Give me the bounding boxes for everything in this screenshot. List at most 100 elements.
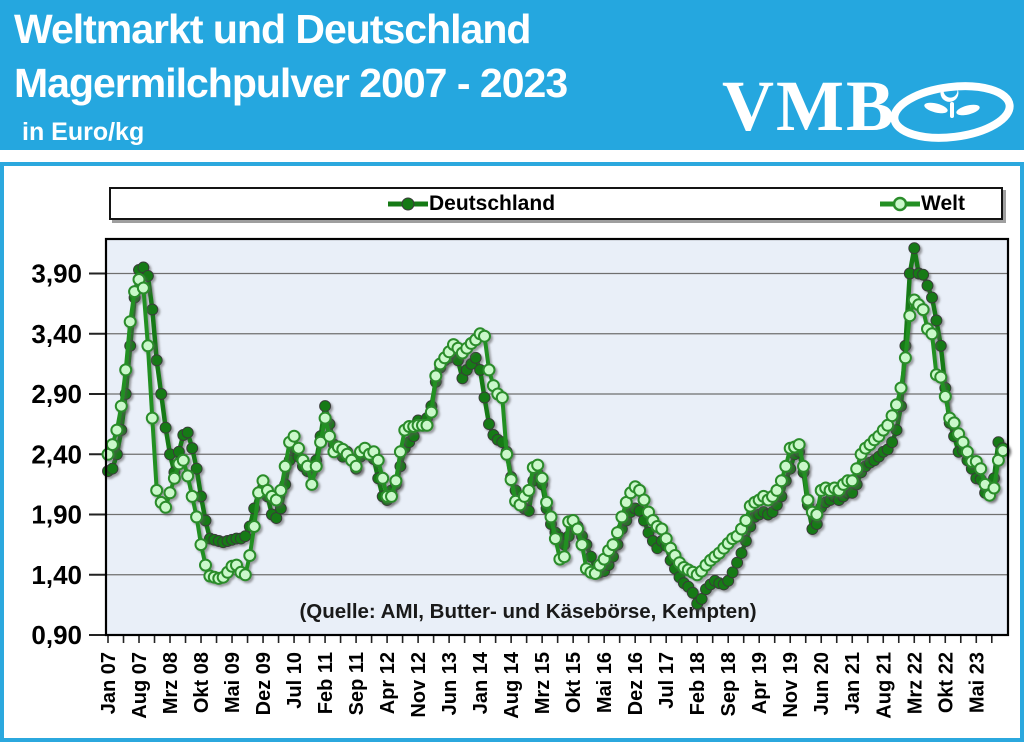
data-point xyxy=(110,423,124,437)
data-point xyxy=(371,453,385,467)
data-point xyxy=(429,369,443,383)
data-point xyxy=(136,281,150,295)
data-point xyxy=(917,268,930,281)
data-point xyxy=(695,592,708,605)
data-point xyxy=(278,459,292,473)
page-title-line2: Magermilchpulver 2007 - 2023 xyxy=(14,60,568,106)
data-point xyxy=(584,550,597,563)
data-point xyxy=(898,351,912,365)
data-point xyxy=(105,438,119,452)
x-axis-label: Jan 14 xyxy=(470,651,492,714)
data-point xyxy=(385,489,398,503)
data-point xyxy=(575,538,589,552)
data-point xyxy=(150,483,164,497)
legend-item-welt: Welt xyxy=(879,189,965,218)
data-point xyxy=(155,388,168,400)
x-axis-label: Mrz 15 xyxy=(532,652,554,714)
data-point xyxy=(930,314,943,327)
x-axis-label: Sep 11 xyxy=(346,652,368,715)
x-axis-label: Mrz 22 xyxy=(904,652,926,714)
data-point xyxy=(792,438,806,452)
x-axis-label: Aug 14 xyxy=(501,651,523,719)
y-axis-label: 1,90 xyxy=(31,500,82,530)
x-axis-label: Jan 21 xyxy=(842,652,864,714)
y-axis-label: 2,90 xyxy=(31,379,82,409)
page-title-line1: Weltmarkt und Deutschland xyxy=(14,6,531,52)
data-point xyxy=(885,409,899,423)
data-point xyxy=(987,481,1001,495)
data-point xyxy=(309,459,323,473)
data-point xyxy=(810,508,824,521)
legend-label-welt: Welt xyxy=(921,191,965,215)
data-point xyxy=(319,400,332,413)
data-point xyxy=(292,441,305,455)
data-point xyxy=(119,363,133,377)
data-point xyxy=(606,538,620,552)
data-point xyxy=(376,471,390,485)
x-axis-label: Dez 09 xyxy=(253,652,275,715)
data-point xyxy=(274,483,288,497)
x-axis-label: Dez 16 xyxy=(625,652,647,715)
data-point xyxy=(637,493,651,507)
y-axis-label: 0,90 xyxy=(31,620,82,650)
data-point xyxy=(921,279,934,292)
data-point xyxy=(903,309,917,323)
data-point xyxy=(150,354,163,367)
data-point xyxy=(934,370,948,384)
data-point xyxy=(557,550,571,564)
data-point xyxy=(123,315,137,329)
data-point xyxy=(947,416,961,430)
x-axis-label: Okt 08 xyxy=(191,652,213,713)
data-point xyxy=(540,495,554,509)
x-axis-label: Nov 19 xyxy=(780,652,802,718)
x-axis-label: Mrz 08 xyxy=(160,652,182,714)
chart-legend: Deutschland Welt xyxy=(109,187,1003,220)
data-point xyxy=(247,520,261,533)
data-point xyxy=(611,526,624,540)
y-axis-label: 2,40 xyxy=(31,439,82,469)
x-axis-label: Nov 12 xyxy=(408,652,430,718)
x-axis-label: Feb 18 xyxy=(687,652,709,715)
data-point xyxy=(318,411,332,425)
data-point xyxy=(926,291,938,304)
data-point xyxy=(323,429,336,443)
data-point xyxy=(389,474,403,488)
data-point xyxy=(305,477,319,491)
data-point xyxy=(483,418,495,431)
data-point xyxy=(163,486,177,500)
x-axis-label: Jun 13 xyxy=(439,652,461,715)
data-point xyxy=(774,474,788,488)
data-point xyxy=(194,538,208,552)
data-point xyxy=(199,558,212,572)
legend-label-deutschland: Deutschland xyxy=(429,191,556,215)
data-point xyxy=(482,363,496,377)
data-point xyxy=(176,453,190,467)
data-point xyxy=(190,510,204,524)
data-point xyxy=(779,459,793,473)
data-point xyxy=(535,471,549,485)
data-point xyxy=(114,399,128,413)
vmb-logo-text: VMB xyxy=(722,66,896,146)
data-point xyxy=(495,391,509,405)
x-axis-label: Jun 20 xyxy=(811,652,833,715)
data-point xyxy=(238,568,252,582)
data-point xyxy=(314,435,328,449)
data-point xyxy=(159,421,172,434)
y-axis-label: 1,40 xyxy=(31,560,82,590)
data-point xyxy=(393,445,407,459)
y-axis-label: 3,90 xyxy=(31,259,82,289)
header: Weltmarkt und Deutschland Magermilchpulv… xyxy=(0,0,1024,150)
data-point xyxy=(469,351,482,364)
x-axis-label: Sep 18 xyxy=(718,652,740,716)
data-point xyxy=(886,436,899,449)
data-point xyxy=(243,549,257,562)
x-axis-label: Aug 21 xyxy=(873,652,895,719)
data-point xyxy=(522,504,535,517)
data-point xyxy=(726,566,739,579)
welt-line-marker-icon xyxy=(880,196,920,211)
data-point xyxy=(424,405,438,419)
data-point xyxy=(181,426,194,439)
data-point xyxy=(349,459,363,473)
